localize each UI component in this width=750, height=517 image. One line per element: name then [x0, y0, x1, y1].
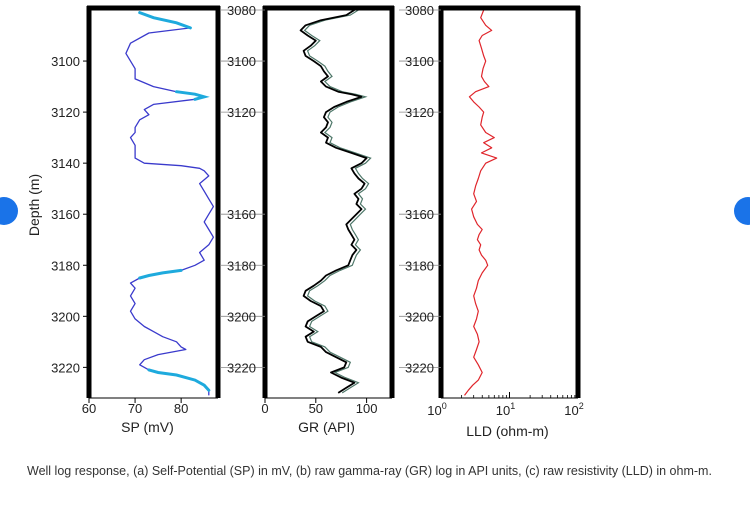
sp-highlight-segment-1	[138, 11, 192, 30]
sp-y-tick-label-3120: 3120	[51, 105, 80, 120]
sp-x-tick-label-80: 80	[174, 401, 188, 416]
lld-track: 3080 3100 3120 3160 3180 3200 3220 100 101 102 LLD…	[399, 3, 584, 439]
sp-x-axis-label: SP (mV)	[121, 419, 174, 435]
gr-x-tick-label-0: 0	[261, 401, 268, 416]
next-slide-button[interactable]	[734, 197, 750, 225]
sp-curve	[125, 11, 215, 396]
gr-x-axis-label: GR (API)	[298, 419, 355, 435]
gr-curve	[299, 9, 368, 394]
lld-x-tick-label-0: 100	[427, 401, 446, 418]
previous-slide-button[interactable]	[0, 197, 18, 225]
gr-x-tick-label-50: 50	[309, 401, 323, 416]
gr-depth-label-3160: 3160	[227, 207, 256, 222]
sp-y-tick-label-3180: 3180	[51, 258, 80, 273]
gr-raw-shadow-curve	[303, 9, 372, 394]
lld-depth-label-3120: 3120	[405, 105, 434, 120]
gr-depth-label-3220: 3220	[227, 360, 256, 375]
sp-y-tick-label-3140: 3140	[51, 156, 80, 171]
lld-curve	[464, 9, 498, 396]
gr-depth-label-3200: 3200	[227, 309, 256, 324]
lld-depth-label-3080: 3080	[405, 3, 434, 18]
lld-depth-label-3200: 3200	[405, 309, 434, 324]
sp-highlight-segment-4	[147, 368, 211, 392]
lld-depth-label-3220: 3220	[405, 360, 434, 375]
gr-depth-label-3120: 3120	[227, 105, 256, 120]
sp-y-tick-label-3160: 3160	[51, 207, 80, 222]
sp-x-tick-label-60: 60	[82, 401, 96, 416]
sp-y-tick-label-3100: 3100	[51, 54, 80, 69]
figure-caption: Well log response, (a) Self-Potential (S…	[27, 464, 712, 478]
gr-depth-label-3100: 3100	[227, 54, 256, 69]
lld-depth-label-3180: 3180	[405, 258, 434, 273]
gr-depth-label-3080: 3080	[227, 3, 256, 18]
lld-x-tick-label-2: 102	[564, 401, 583, 418]
depth-axis-label: Depth (m)	[26, 174, 42, 236]
lld-x-axis-label: LLD (ohm-m)	[466, 423, 548, 439]
sp-x-tick-label-70: 70	[128, 401, 142, 416]
lld-depth-label-3160: 3160	[405, 207, 434, 222]
gr-x-tick-label-100: 100	[356, 401, 378, 416]
gr-depth-label-3180: 3180	[227, 258, 256, 273]
sp-y-tick-label-3220: 3220	[51, 360, 80, 375]
sp-y-tick-label-3200: 3200	[51, 309, 80, 324]
lld-depth-label-3100: 3100	[405, 54, 434, 69]
lld-x-tick-label-1: 101	[496, 401, 515, 418]
sp-highlight-segment-2	[175, 90, 210, 101]
sp-highlight-segment-3	[138, 268, 183, 280]
